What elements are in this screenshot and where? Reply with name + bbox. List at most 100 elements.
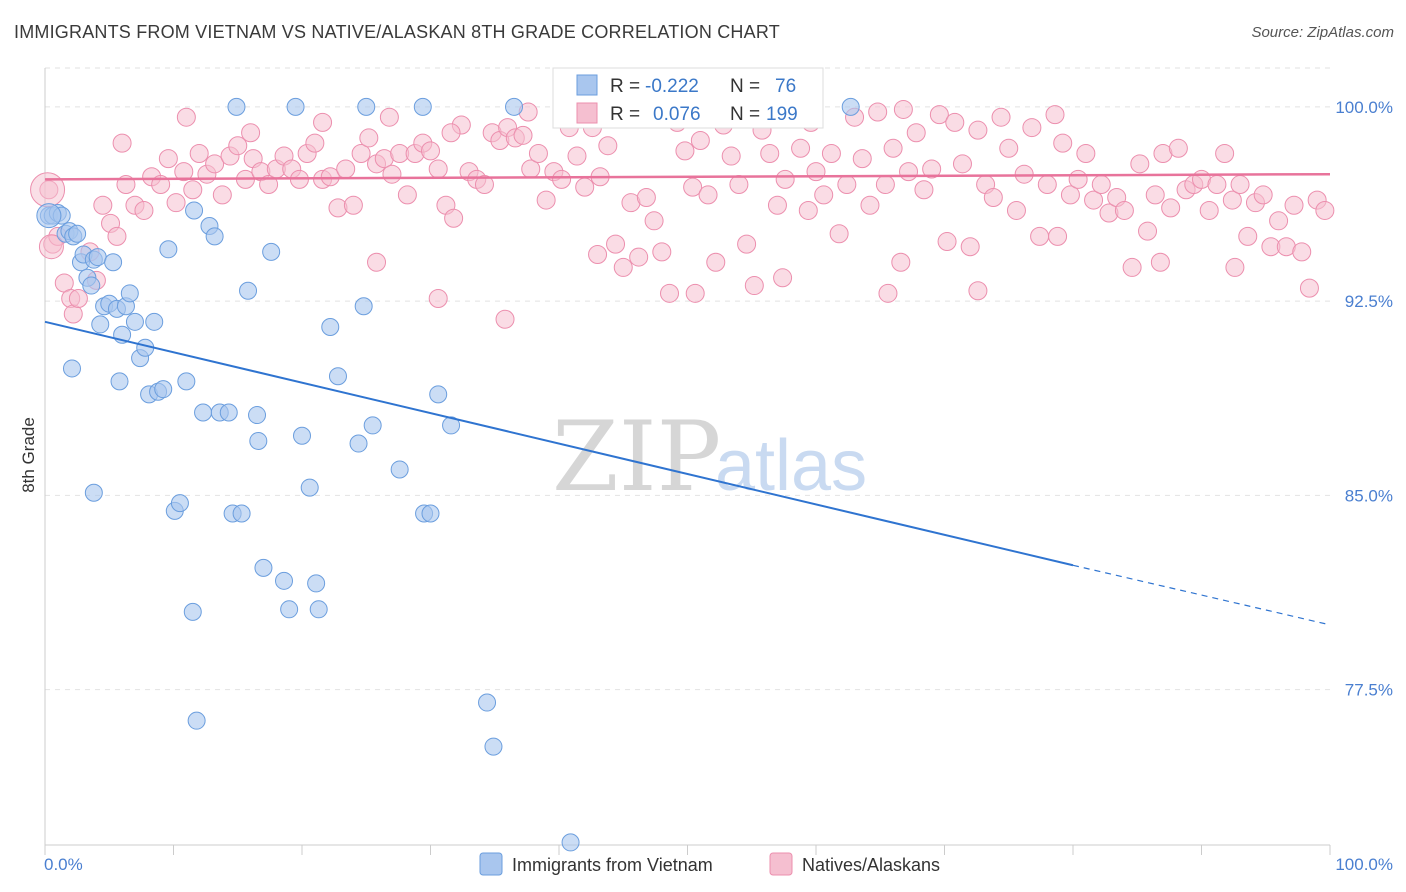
natives-point-41 xyxy=(343,195,363,215)
x-tick-label-1: 100.0% xyxy=(1335,855,1393,874)
natives-point-96 xyxy=(767,195,787,215)
vietnam-point-62 xyxy=(357,97,376,116)
natives-point-176 xyxy=(1048,226,1068,246)
natives-point-129 xyxy=(1022,118,1042,138)
natives-point-120 xyxy=(952,154,972,174)
natives-point-159 xyxy=(1253,185,1273,205)
natives-point-145 xyxy=(1145,185,1165,205)
vietnam-point-21 xyxy=(120,284,139,303)
vietnam-point-72 xyxy=(484,737,503,756)
vietnam-point-73 xyxy=(561,833,580,852)
natives-point-54 xyxy=(444,208,464,228)
vietnam-point-13 xyxy=(88,248,107,267)
y-tick-label-3: 100.0% xyxy=(1335,98,1393,117)
natives-point-99 xyxy=(791,138,811,158)
vietnam-point-57 xyxy=(110,372,129,391)
natives-point-108 xyxy=(860,195,880,215)
natives-point-173 xyxy=(773,268,793,288)
natives-point-178 xyxy=(1225,257,1245,277)
natives-point-9 xyxy=(93,195,113,215)
natives-point-63 xyxy=(513,125,533,145)
watermark-zip: ZIP xyxy=(552,401,721,513)
natives-points xyxy=(30,99,1335,329)
vietnam-point-42 xyxy=(239,281,258,300)
natives-point-80 xyxy=(644,211,664,231)
natives-point-40 xyxy=(336,159,356,179)
vietnam-point-44 xyxy=(249,431,268,450)
natives-point-175 xyxy=(968,281,988,301)
natives-point-36 xyxy=(305,133,325,153)
vietnam-point-cluster-0 xyxy=(36,203,62,229)
natives-point-43 xyxy=(359,128,379,148)
vietnam-point-75 xyxy=(505,97,524,116)
vietnam-point-32 xyxy=(177,372,196,391)
natives-point-157 xyxy=(1238,226,1258,246)
vietnam-point-49 xyxy=(293,426,311,445)
vietnam-point-61 xyxy=(349,434,368,453)
legend-box xyxy=(552,67,824,129)
natives-point-115 xyxy=(914,180,934,200)
natives-point-110 xyxy=(875,175,895,195)
natives-point-18 xyxy=(166,193,186,213)
natives-point-142 xyxy=(1122,257,1142,277)
vietnam-point-33 xyxy=(183,602,202,621)
natives-point-154 xyxy=(1215,143,1235,163)
natives-point-109 xyxy=(868,102,888,122)
natives-point-74 xyxy=(598,136,618,156)
legend-n-label-1: N = xyxy=(730,76,760,97)
natives-point-46 xyxy=(382,164,402,184)
natives-point-102 xyxy=(814,185,834,205)
natives-point-65 xyxy=(528,143,548,163)
natives-point-171 xyxy=(588,244,608,264)
x-tick-label-0: 0.0% xyxy=(44,855,83,874)
natives-point-112 xyxy=(891,252,911,272)
natives-point-182 xyxy=(313,112,333,132)
legend-r-label-2: R = xyxy=(610,104,640,125)
legend-n-value-1: 76 xyxy=(775,76,796,97)
natives-point-90 xyxy=(721,146,741,166)
vietnam-point-47 xyxy=(275,571,294,590)
vietnam-point-66 xyxy=(413,97,432,116)
natives-point-48 xyxy=(397,185,417,205)
watermark: ZIP atlas xyxy=(552,401,867,513)
vietnam-point-60 xyxy=(286,97,305,116)
natives-point-135 xyxy=(1068,169,1088,189)
natives-point-181 xyxy=(241,123,261,143)
legend-n-label-2: N = xyxy=(730,104,760,125)
vietnam-point-28 xyxy=(154,380,173,399)
vietnam-point-59 xyxy=(227,97,246,116)
vietnam-point-26 xyxy=(145,312,164,331)
vietnam-point-34 xyxy=(187,711,206,730)
natives-point-71 xyxy=(575,177,595,197)
natives-point-126 xyxy=(999,138,1019,158)
natives-point-144 xyxy=(1138,221,1158,241)
y-tick-labels: 77.5% 85.0% 92.5% 100.0% xyxy=(1335,98,1393,700)
natives-point-180 xyxy=(176,107,196,127)
y-tick-label-1: 85.0% xyxy=(1345,486,1393,505)
bottom-legend-label-vietnam: Immigrants from Vietnam xyxy=(512,855,713,875)
natives-point-131 xyxy=(1037,175,1057,195)
natives-point-93 xyxy=(744,276,764,296)
vietnam-point-22 xyxy=(125,312,144,331)
natives-point-42 xyxy=(351,143,371,163)
natives-point-125 xyxy=(991,107,1011,127)
chart-title: IMMIGRANTS FROM VIETNAM VS NATIVE/ALASKA… xyxy=(14,22,780,42)
natives-point-177 xyxy=(1150,252,1170,272)
natives-point-58 xyxy=(474,175,494,195)
natives-point-137 xyxy=(1084,190,1104,210)
vietnam-point-65 xyxy=(390,460,409,479)
natives-point-70 xyxy=(567,146,587,166)
natives-point-78 xyxy=(629,247,649,267)
natives-point-79 xyxy=(636,188,656,207)
natives-point-168 xyxy=(367,252,387,272)
vietnam-trend-line xyxy=(44,320,1074,567)
vietnam-point-7 xyxy=(68,224,87,243)
legend-swatch-blue xyxy=(576,74,598,96)
natives-point-107 xyxy=(852,149,872,169)
legend-swatch-pink xyxy=(576,102,598,124)
natives-point-134 xyxy=(1060,185,1080,205)
natives-point-cluster-1 xyxy=(38,234,64,260)
natives-point-91 xyxy=(729,175,749,195)
vietnam-point-46 xyxy=(262,242,281,261)
vietnam-point-51 xyxy=(307,574,326,593)
